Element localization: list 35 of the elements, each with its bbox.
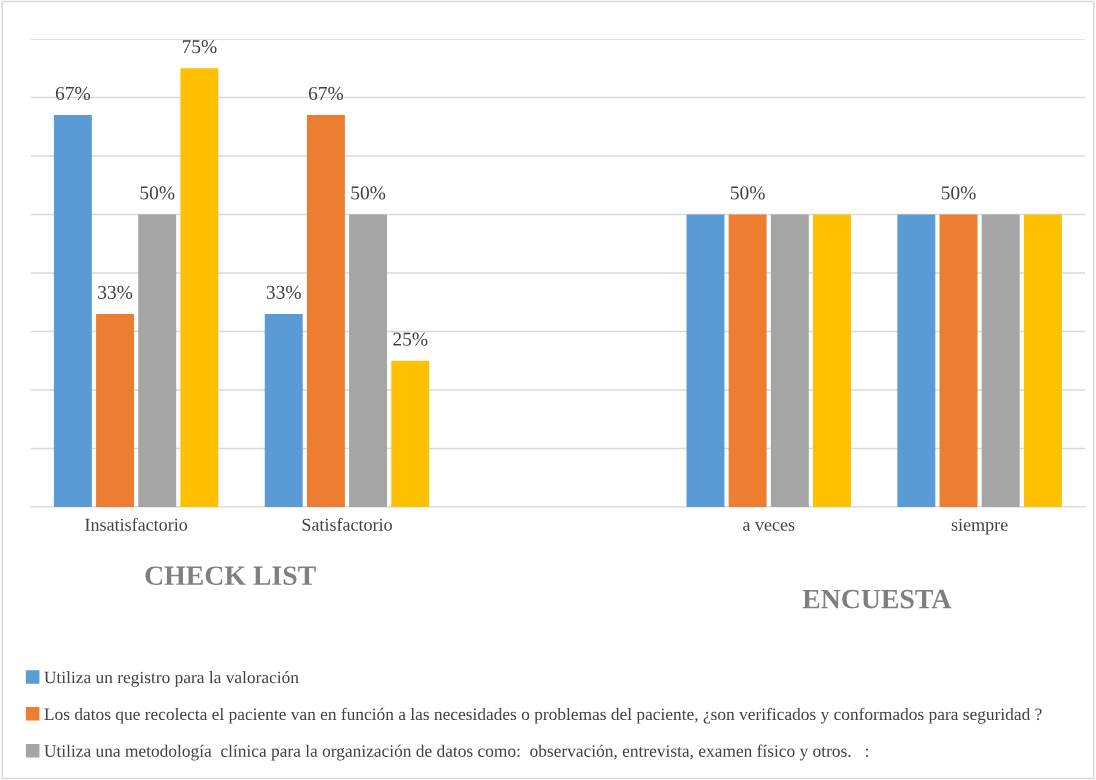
data-label: 25% [393, 332, 428, 346]
legend-label: Utiliza una metodología clínica para la organización de datos como: observación, entrevista, examen físico y otros. : [44, 744, 869, 761]
bar [770, 214, 809, 507]
bar [391, 360, 430, 507]
bar [53, 115, 92, 507]
data-label: 67% [308, 86, 344, 101]
text: CHECK LIST [145, 566, 316, 586]
bar [264, 313, 303, 507]
bar [349, 214, 388, 507]
data-label: 33% [98, 285, 133, 299]
data-label: 75% [182, 40, 217, 54]
bar [306, 115, 345, 507]
text: ENCUESTA [802, 589, 952, 609]
legend-label: Los datos que recolecta el paciente van en función a las necesidades o problemas del paciente, ¿son verificados y conformados para seguridad ? [44, 707, 1042, 724]
bar [939, 214, 978, 507]
bar [813, 214, 851, 507]
data-label: 50% [140, 186, 175, 200]
data-label: 67% [55, 86, 91, 101]
bar [1023, 214, 1062, 507]
x-tick-label: Satisfactorio [302, 517, 392, 531]
bar [897, 214, 936, 507]
bar [180, 68, 219, 507]
x-tick-label: Insatisfactorio [85, 517, 188, 531]
data-label: 50% [730, 186, 765, 200]
bar [138, 214, 177, 507]
bar [981, 214, 1020, 507]
bar [686, 214, 725, 507]
x-tick-label: a veces [743, 522, 795, 531]
x-tick-label: siempre [951, 518, 1008, 535]
data-label: 33% [266, 285, 301, 299]
data-label: 50% [941, 186, 976, 200]
legend-label: Utiliza un registro para la valoración [44, 671, 299, 687]
bar [728, 214, 767, 507]
bar [96, 313, 135, 507]
data-label: 50% [351, 186, 386, 200]
